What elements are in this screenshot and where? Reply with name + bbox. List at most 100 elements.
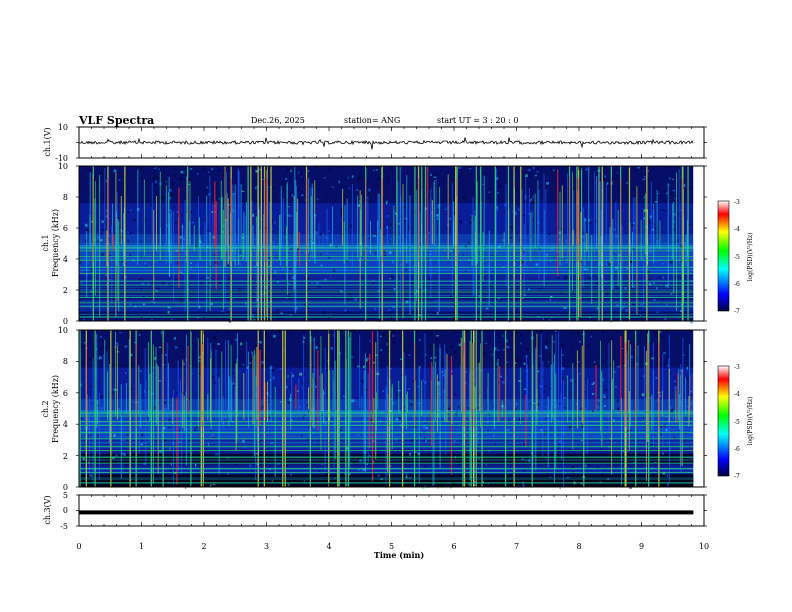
spectro-speck	[115, 454, 118, 457]
spectro-hum-line	[79, 425, 694, 426]
spectro-speck	[173, 313, 175, 316]
spectro-sferic	[530, 212, 532, 262]
spectro-speck	[90, 474, 93, 477]
spectro-speck	[483, 352, 486, 356]
spectro-speck	[330, 457, 332, 460]
spectro-speck	[347, 175, 351, 177]
spectro-speck	[344, 472, 346, 475]
spectro-speck	[306, 288, 309, 292]
spectro-speck	[564, 406, 566, 409]
spectro-speck	[199, 386, 202, 388]
spectro-sferic	[320, 336, 322, 451]
spectro-speck	[113, 241, 115, 244]
spectro-speck	[455, 423, 458, 426]
spectro-speck	[390, 223, 392, 226]
spectro-speck	[301, 176, 304, 179]
spectro-sferic	[480, 343, 481, 428]
ch2-ylabel-channel: ch.2	[41, 400, 50, 417]
spectro-sferic	[215, 201, 217, 290]
spectro-speck	[526, 457, 529, 459]
spectro-speck	[546, 186, 549, 188]
spectro-speck	[420, 242, 422, 246]
spectro-speck	[533, 454, 535, 457]
spectro-speck	[127, 313, 129, 315]
spectro-speck	[299, 172, 302, 175]
spectro-speck	[614, 177, 618, 180]
spectro-speck	[465, 221, 467, 224]
spectro-speck	[597, 466, 599, 469]
spectro-speck	[435, 300, 437, 302]
spectro-sferic	[367, 196, 369, 257]
spectro-sferic	[602, 180, 604, 302]
ch2-cbar-tick-m4: -4	[734, 391, 740, 398]
spectro-speck	[170, 463, 172, 466]
spectro-speck	[531, 198, 533, 201]
spectro-speck	[127, 231, 130, 233]
spectro-sferic-core	[470, 342, 472, 428]
spectro-speck	[154, 477, 157, 481]
spectro-speck	[234, 338, 238, 341]
spectro-hum-line	[79, 297, 694, 298]
spectro-speck	[100, 335, 102, 338]
spectro-sferic	[488, 230, 490, 307]
spectro-faint-line	[79, 269, 694, 271]
spectro-speck	[290, 419, 293, 422]
spectro-sferic	[671, 203, 673, 259]
spectro-speck	[123, 343, 126, 346]
spectro-sferic	[667, 183, 669, 288]
spectro-speck	[672, 189, 676, 192]
spectro-speck	[117, 363, 119, 366]
spectro-speck	[118, 179, 121, 181]
spectro-speck	[617, 470, 619, 472]
spectro-speck	[80, 383, 82, 387]
spectro-sferic	[545, 189, 547, 267]
spectro-speck	[210, 302, 213, 306]
spectro-speck	[213, 336, 216, 339]
spectro-speck	[242, 364, 245, 366]
spectro-speck	[307, 307, 309, 310]
spectro-speck	[437, 371, 439, 373]
spectro-speck	[403, 406, 406, 409]
spectro-sferic	[294, 167, 296, 289]
spectro-speck	[390, 410, 392, 412]
spectro-speck	[251, 351, 253, 354]
spectro-speck	[388, 251, 392, 255]
spectro-speck	[497, 192, 499, 194]
spectro-speck	[371, 440, 375, 443]
spectro-speck	[625, 309, 628, 312]
spectro-speck	[514, 299, 518, 302]
spectro-faint-line	[79, 314, 694, 315]
spectro-speck	[144, 219, 147, 222]
spectro-speck	[524, 460, 527, 462]
spectro-speck	[209, 351, 212, 354]
spectro-speck	[375, 169, 378, 171]
spectro-sferic	[478, 362, 480, 411]
spectro-speck	[537, 370, 540, 373]
spectro-speck	[141, 279, 144, 281]
spectro-speck	[453, 440, 456, 443]
spectro-speck	[367, 450, 371, 453]
spectro-speck	[315, 385, 317, 388]
spectro-speck	[622, 306, 625, 309]
spectro-hum-line	[79, 472, 694, 473]
spectro-speck	[639, 362, 642, 364]
spectro-speck	[590, 335, 592, 338]
spectro-speck	[213, 366, 216, 368]
spectro-sferic	[496, 168, 498, 254]
spectro-speck	[690, 402, 693, 405]
spectro-speck	[280, 312, 283, 315]
spectro-speck	[251, 353, 254, 355]
spectro-speck	[485, 464, 487, 467]
spectro-speck	[616, 220, 618, 222]
spectro-sferic-strong	[328, 330, 330, 487]
spectro-speck	[389, 251, 391, 253]
spectro-faint-line	[79, 478, 694, 480]
spectro-speck	[644, 176, 646, 178]
spectro-speck	[538, 355, 542, 357]
spectro-speck	[526, 348, 529, 351]
spectro-sferic-core	[418, 178, 419, 263]
spectro-sferic	[493, 349, 495, 426]
spectro-speck	[545, 406, 548, 408]
spectro-sferic	[659, 220, 661, 250]
spectro-speck	[173, 168, 177, 171]
